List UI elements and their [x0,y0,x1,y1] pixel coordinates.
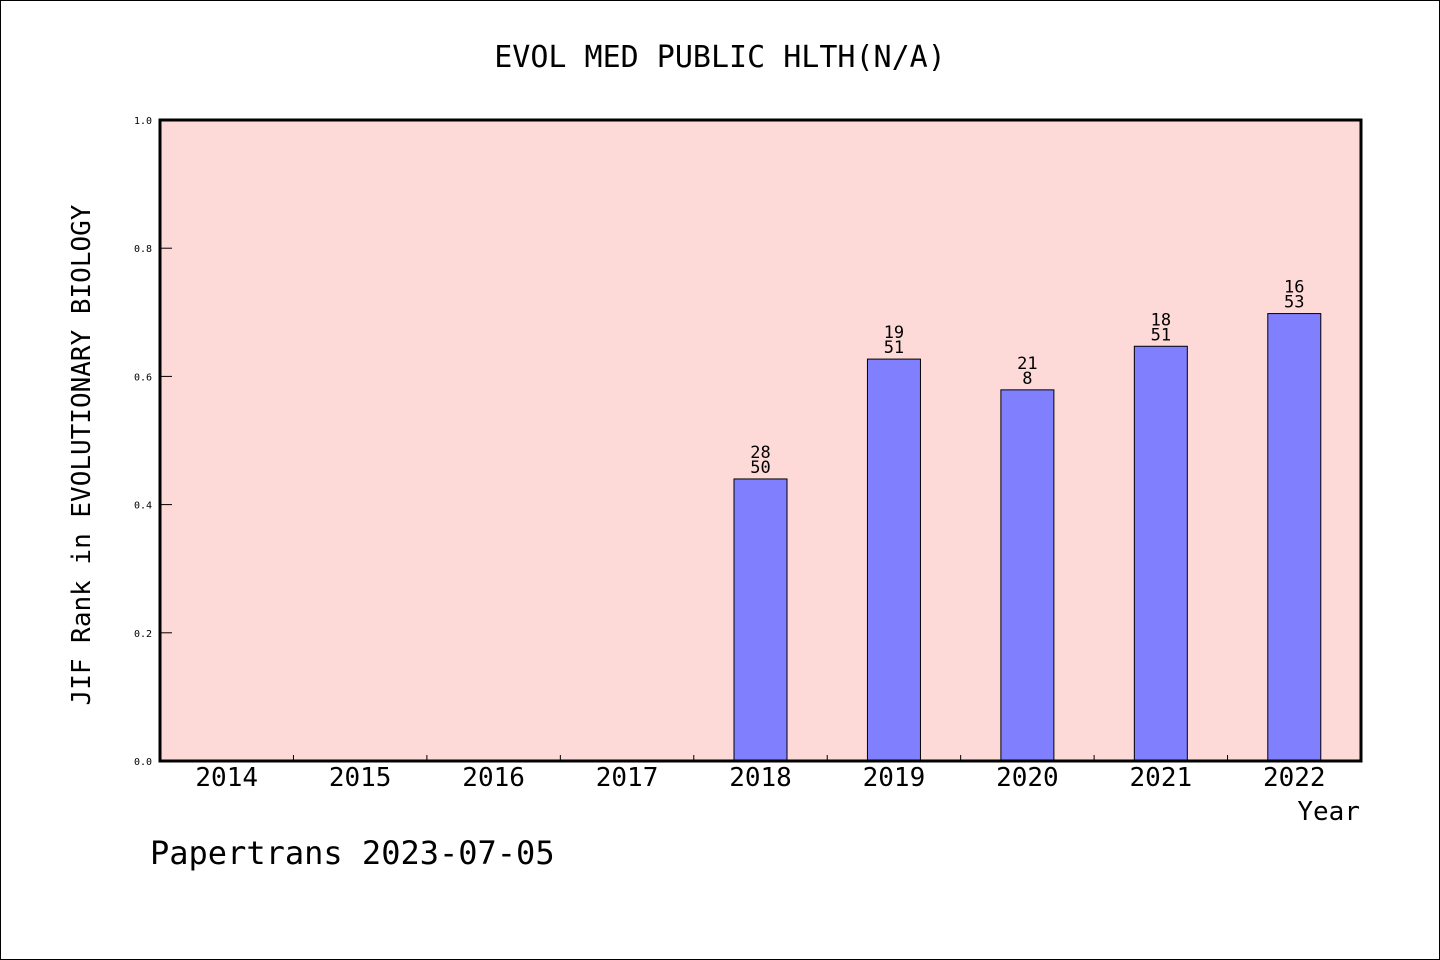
bar-2020 [1000,389,1055,762]
x-tick-label: 2020 [996,763,1059,793]
x-tick-label: 2021 [1130,763,1193,793]
chart-title: EVOL MED PUBLIC HLTH(N/A) [494,40,946,75]
bar-total-label: 53 [1284,293,1304,313]
bar-total-label: 8 [1022,369,1032,389]
x-tick-label: 2017 [596,763,659,793]
footer-text: Papertrans 2023-07-05 [150,834,555,872]
bar-2019 [866,358,921,762]
y-tick-label: 0.0 [134,757,152,768]
bar-2018 [733,478,788,762]
y-tick-label: 0.2 [134,629,152,640]
bar-2022 [1267,313,1322,762]
y-axis-label: JIF Rank in EVOLUTIONARY BIOLOGY [67,204,97,705]
bar-rank-label: 21 [1017,354,1037,374]
x-tick-label: 2022 [1263,763,1326,793]
y-tick-label: 0.8 [134,244,152,255]
x-tick-label: 2018 [729,763,792,793]
plot-border [158,118,1363,763]
y-axis: 0.0 0.2 0.4 0.6 0.8 1.0 [134,116,172,768]
x-tick-label: 2019 [863,763,926,793]
bar-total-label: 51 [1151,325,1171,345]
y-tick-label: 1.0 [134,116,152,127]
y-tick-label: 0.6 [134,372,152,383]
x-axis-label: Year [1297,797,1360,827]
x-tick-label: 2015 [329,763,392,793]
x-tick-label: 2014 [195,763,258,793]
bar-rank-label: 28 [750,443,770,463]
bar-rank-label: 18 [1151,310,1171,330]
y-tick-label: 0.4 [134,501,152,512]
bar-rank-label: 16 [1284,278,1304,298]
bar-total-label: 50 [750,458,770,478]
bar-total-label: 51 [884,338,904,358]
x-tick-label: 2016 [462,763,525,793]
bar-2021 [1133,345,1188,762]
x-axis: 2014 2015 2016 2017 2018 2019 2020 2021 2022 [195,755,1326,793]
bar-rank-label: 19 [884,323,904,343]
